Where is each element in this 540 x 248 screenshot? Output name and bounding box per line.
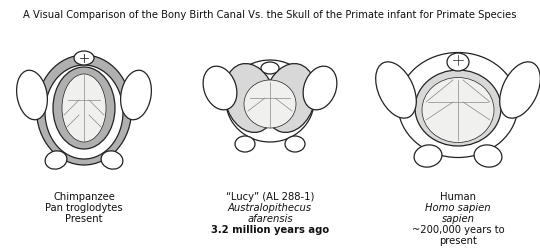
- Ellipse shape: [45, 151, 67, 169]
- Ellipse shape: [224, 63, 276, 132]
- Text: A Visual Comparison of the Bony Birth Canal Vs. the Skull of the Primate infant : A Visual Comparison of the Bony Birth Ca…: [23, 10, 517, 20]
- Ellipse shape: [244, 80, 296, 128]
- Text: Homo sapien: Homo sapien: [425, 203, 491, 213]
- Ellipse shape: [474, 145, 502, 167]
- Ellipse shape: [37, 55, 132, 165]
- Ellipse shape: [235, 136, 255, 152]
- Ellipse shape: [398, 53, 518, 157]
- Ellipse shape: [414, 145, 442, 167]
- Text: sapien: sapien: [442, 214, 475, 224]
- Text: 3.2 million years ago: 3.2 million years ago: [211, 225, 329, 235]
- Ellipse shape: [101, 151, 123, 169]
- Text: Chimpanzee: Chimpanzee: [53, 192, 115, 202]
- Text: “Lucy” (AL 288-1): “Lucy” (AL 288-1): [226, 192, 314, 202]
- Ellipse shape: [500, 62, 540, 118]
- Ellipse shape: [45, 65, 123, 159]
- Text: Australopithecus: Australopithecus: [228, 203, 312, 213]
- Ellipse shape: [264, 63, 316, 132]
- Text: Pan troglodytes: Pan troglodytes: [45, 203, 123, 213]
- Text: afarensis: afarensis: [247, 214, 293, 224]
- Text: present: present: [439, 236, 477, 246]
- Ellipse shape: [17, 70, 48, 120]
- Ellipse shape: [376, 62, 416, 118]
- Ellipse shape: [62, 74, 106, 142]
- Ellipse shape: [261, 62, 279, 74]
- Ellipse shape: [303, 66, 337, 110]
- Text: Present: Present: [65, 214, 103, 224]
- Ellipse shape: [422, 77, 494, 143]
- Ellipse shape: [120, 70, 151, 120]
- Ellipse shape: [203, 66, 237, 110]
- Ellipse shape: [447, 53, 469, 71]
- Ellipse shape: [285, 136, 305, 152]
- Ellipse shape: [415, 70, 501, 146]
- Ellipse shape: [226, 60, 314, 142]
- Ellipse shape: [74, 51, 94, 65]
- Text: ~200,000 years to: ~200,000 years to: [411, 225, 504, 235]
- Text: Human: Human: [440, 192, 476, 202]
- Ellipse shape: [53, 67, 115, 149]
